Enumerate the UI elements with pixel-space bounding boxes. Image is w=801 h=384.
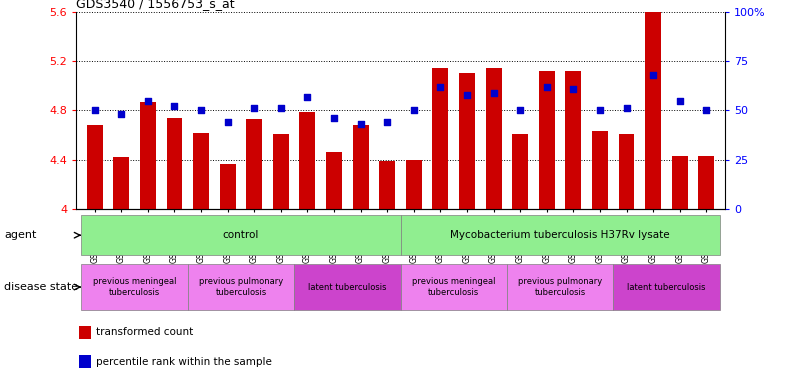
Point bbox=[434, 84, 447, 90]
Bar bbox=[507, 264, 614, 310]
Bar bbox=[645, 0, 661, 209]
Point bbox=[221, 119, 234, 125]
Point bbox=[461, 91, 473, 98]
Bar bbox=[219, 164, 235, 209]
Point bbox=[567, 86, 580, 92]
Bar bbox=[539, 71, 555, 209]
Point bbox=[674, 98, 686, 104]
Bar bbox=[300, 112, 316, 209]
Point bbox=[301, 93, 314, 99]
Bar bbox=[406, 160, 422, 209]
Point bbox=[142, 98, 155, 104]
Bar bbox=[82, 215, 400, 255]
Bar bbox=[79, 355, 91, 368]
Text: latent tuberculosis: latent tuberculosis bbox=[308, 283, 387, 291]
Bar bbox=[459, 73, 475, 209]
Bar bbox=[379, 161, 395, 209]
Text: Mycobacterium tuberculosis H37Rv lysate: Mycobacterium tuberculosis H37Rv lysate bbox=[450, 230, 670, 240]
Point bbox=[541, 84, 553, 90]
Bar bbox=[246, 119, 262, 209]
Point bbox=[700, 107, 713, 114]
Text: previous meningeal
tuberculosis: previous meningeal tuberculosis bbox=[412, 277, 496, 297]
Bar bbox=[672, 156, 688, 209]
Point bbox=[88, 107, 101, 114]
Point bbox=[248, 105, 260, 111]
Text: previous pulmonary
tuberculosis: previous pulmonary tuberculosis bbox=[199, 277, 283, 297]
Bar bbox=[294, 264, 400, 310]
Bar bbox=[113, 157, 129, 209]
Point bbox=[115, 111, 127, 118]
Bar bbox=[82, 264, 187, 310]
Point bbox=[408, 107, 421, 114]
Text: GDS3540 / 1556753_s_at: GDS3540 / 1556753_s_at bbox=[76, 0, 235, 10]
Point bbox=[354, 121, 367, 127]
Text: percentile rank within the sample: percentile rank within the sample bbox=[95, 357, 272, 367]
Bar bbox=[326, 152, 342, 209]
Text: latent tuberculosis: latent tuberculosis bbox=[627, 283, 706, 291]
Bar bbox=[566, 71, 582, 209]
Bar bbox=[400, 264, 507, 310]
Bar bbox=[592, 131, 608, 209]
Text: disease state: disease state bbox=[4, 282, 78, 292]
Point bbox=[380, 119, 393, 125]
Point bbox=[620, 105, 633, 111]
Bar bbox=[187, 264, 294, 310]
Point bbox=[328, 115, 340, 121]
Bar bbox=[614, 264, 719, 310]
Text: previous meningeal
tuberculosis: previous meningeal tuberculosis bbox=[93, 277, 176, 297]
Point bbox=[513, 107, 526, 114]
Point bbox=[275, 105, 288, 111]
Point bbox=[646, 72, 659, 78]
Text: agent: agent bbox=[4, 230, 36, 240]
Bar bbox=[512, 134, 528, 209]
Bar bbox=[352, 125, 368, 209]
Text: previous pulmonary
tuberculosis: previous pulmonary tuberculosis bbox=[518, 277, 602, 297]
Point bbox=[168, 103, 181, 109]
Bar bbox=[167, 118, 183, 209]
Text: transformed count: transformed count bbox=[95, 327, 193, 337]
Bar bbox=[140, 102, 156, 209]
Bar bbox=[433, 68, 449, 209]
Text: control: control bbox=[223, 230, 260, 240]
Point bbox=[594, 107, 606, 114]
Bar bbox=[400, 215, 719, 255]
Point bbox=[195, 107, 207, 114]
Bar bbox=[79, 326, 91, 339]
Bar bbox=[273, 134, 289, 209]
Bar bbox=[193, 132, 209, 209]
Bar bbox=[698, 156, 714, 209]
Bar bbox=[618, 134, 634, 209]
Bar bbox=[485, 68, 501, 209]
Point bbox=[487, 89, 500, 96]
Bar bbox=[87, 125, 103, 209]
